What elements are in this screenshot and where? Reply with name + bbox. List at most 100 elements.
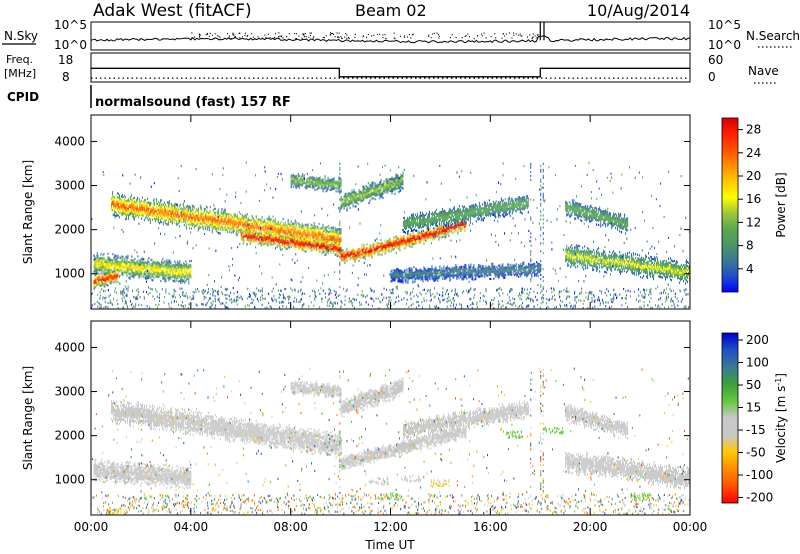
power-cell [434,222,436,225]
power-cell [305,239,307,242]
power-cell [139,208,141,212]
power-cell [122,262,124,265]
power-cell [98,258,100,261]
power-cell [199,218,201,221]
power-cell [309,177,311,181]
power-cell [271,230,273,234]
power-cell [133,274,135,277]
power-cell [392,179,394,182]
power-cell [107,264,109,267]
power-cell [346,203,348,206]
power-cell [411,213,413,216]
power-cell [322,237,324,240]
power-cell [154,210,156,213]
power-cell [272,241,274,244]
power-cell [161,265,163,269]
power-cell [270,237,272,241]
power-cell [263,234,265,238]
power-cell [333,187,335,190]
power-cell [144,273,146,276]
power-cell [317,183,319,186]
power-cell [183,212,185,215]
power-cell [316,184,318,187]
nsky-noise-dot [362,36,364,38]
power-cell [307,231,309,234]
power-cell [106,261,108,264]
power-cell [344,196,346,200]
power-cell [327,234,329,238]
power-cell [358,188,360,192]
power-cell [428,210,430,214]
power-cell [313,224,315,227]
power-cell [320,181,322,184]
power-cell [257,222,259,225]
power-cell [383,243,385,247]
power-cell [421,219,423,222]
nsky-noise-dot [296,38,298,40]
power-cell [189,222,191,225]
power-cell [126,272,128,275]
power-cell [125,263,127,266]
power-cell [382,244,384,247]
power-cell [379,197,381,200]
power-cell [409,237,411,240]
power-cell [322,238,324,242]
power-cell [345,200,347,203]
power-cell [368,187,370,191]
power-cell [390,250,392,253]
power-cell [174,202,176,205]
power-cell [349,200,351,204]
power-cell [183,265,185,269]
power-cell [147,275,149,278]
power-cell [124,271,126,274]
power-cell [357,192,359,196]
power-cell [98,264,100,267]
power-cell [352,256,354,260]
power-cell [250,226,252,230]
nsky-noise-dot [407,36,409,38]
power-cell [183,214,185,217]
power-cell [250,234,252,237]
power-cell [398,243,400,246]
power-cell [310,176,312,180]
power-cell [361,191,363,194]
power-cell [181,265,183,268]
power-cell [97,254,99,257]
power-cell [105,282,107,286]
power-cell [458,225,460,229]
power-cell [147,213,149,216]
power-cell [128,260,130,264]
power-cell [318,242,320,245]
power-cell [137,269,139,272]
power-cell [275,229,277,232]
power-cell [130,194,132,197]
power-cell [245,226,247,229]
power-cell [309,181,311,184]
power-cell [318,238,320,241]
power-cell [261,240,263,243]
power-cell [98,281,100,284]
power-cell [110,282,112,285]
power-cell [163,261,165,264]
power-cell [380,188,382,192]
power-cell [441,226,443,229]
power-cell [305,179,307,182]
power-cell [121,207,123,210]
nave-tick-bottom: 0 [708,70,716,84]
power-cell [379,191,381,194]
power-cell [96,270,98,273]
power-cell [253,222,255,225]
power-cell [122,210,124,213]
power-cell [166,265,168,268]
power-cell [232,227,234,230]
nsky-noise-dot [382,34,384,36]
power-cell [134,201,136,204]
power-cell [210,215,212,219]
power-cell [110,207,112,210]
power-cell [290,240,292,243]
power-cell [118,194,120,197]
power-cell [311,236,313,239]
power-cell [304,233,306,236]
power-cell [291,175,293,178]
power-cell [251,232,253,235]
